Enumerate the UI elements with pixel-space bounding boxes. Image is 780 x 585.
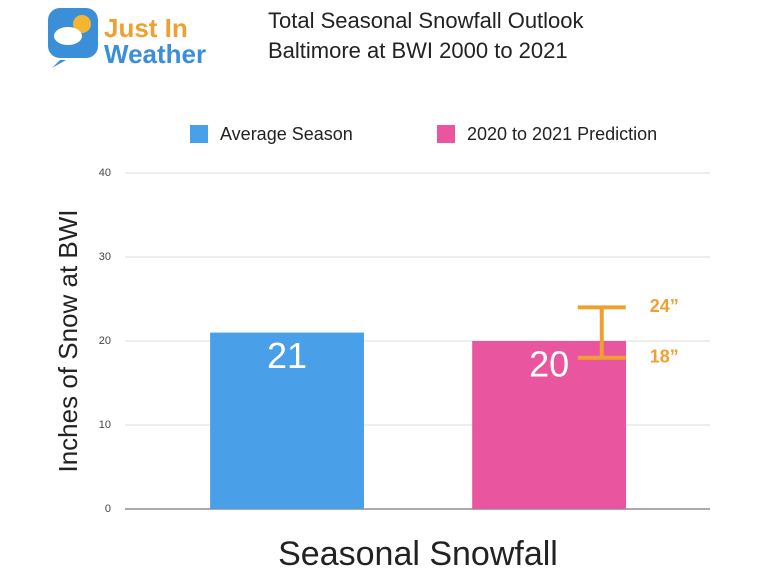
legend-swatch: [190, 125, 208, 143]
y-axis-label: Inches of Snow at BWI: [53, 209, 83, 472]
bar: [472, 341, 627, 509]
logo-tail: [52, 60, 66, 68]
legend-swatch: [437, 125, 455, 143]
range-label: 18”: [650, 347, 679, 367]
y-tick-label: 30: [99, 251, 111, 263]
legend-label: Average Season: [220, 124, 353, 144]
x-axis-label: Seasonal Snowfall: [278, 535, 558, 573]
logo-text: Just In: [104, 13, 188, 43]
y-tick-label: 40: [99, 167, 111, 179]
y-tick-label: 0: [105, 503, 111, 515]
logo: Just In Weather: [48, 8, 206, 69]
data-label: 20: [529, 344, 569, 385]
data-label: 21: [267, 335, 307, 376]
y-tick-label: 20: [99, 335, 111, 347]
logo-sun: [73, 15, 91, 33]
range-label: 24”: [650, 296, 679, 316]
bar: [210, 332, 364, 509]
legend-label: 2020 to 2021 Prediction: [467, 124, 657, 144]
logo-cloud: [54, 27, 82, 45]
logo-text: Weather: [104, 39, 206, 69]
y-tick-label: 10: [99, 419, 111, 431]
chart-subtitle: Baltimore at BWI 2000 to 2021: [268, 38, 568, 63]
chart-title: Total Seasonal Snowfall Outlook: [268, 8, 585, 33]
